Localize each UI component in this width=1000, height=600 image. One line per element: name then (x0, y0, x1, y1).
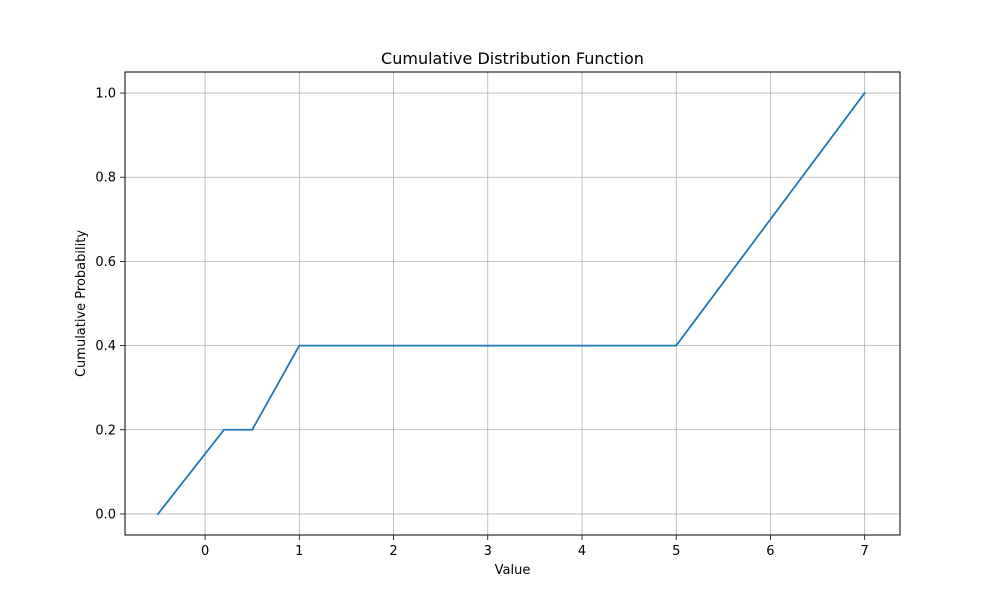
series-layer (156, 91, 866, 516)
x-tick-label: 6 (766, 544, 774, 559)
x-tick-label: 4 (578, 544, 586, 559)
x-axis-label: Value (495, 563, 531, 578)
x-tick-label: 0 (201, 544, 209, 559)
y-axis-ticks: 0.0 0.2 0.4 0.6 0.8 1.0 (95, 87, 125, 522)
chart-title: Cumulative Distribution Function (381, 49, 644, 68)
y-tick-label: 0.0 (95, 507, 116, 522)
y-tick-label: 1.0 (95, 87, 116, 102)
y-tick-label: 0.6 (95, 255, 116, 270)
y-axis-label: Cumulative Probability (74, 230, 89, 377)
x-tick-label: 2 (389, 544, 397, 559)
x-tick-label: 7 (861, 544, 869, 559)
x-axis-ticks: 0 1 2 3 4 5 6 7 (201, 535, 869, 559)
y-tick-label: 0.8 (95, 171, 116, 186)
grid (125, 72, 900, 535)
x-tick-label: 1 (295, 544, 303, 559)
y-tick-label: 0.2 (95, 423, 116, 438)
cdf-line (156, 91, 866, 516)
x-tick-label: 3 (484, 544, 492, 559)
y-tick-label: 0.4 (95, 339, 116, 354)
plot-frame (124, 71, 901, 536)
x-tick-label: 5 (672, 544, 680, 559)
